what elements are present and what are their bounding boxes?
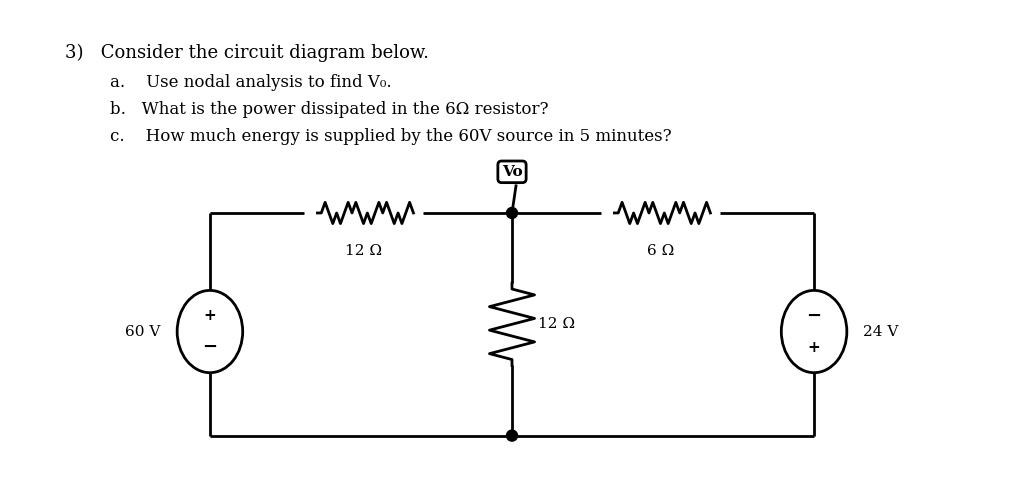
Text: +: + [204, 308, 216, 323]
Text: 12 Ω: 12 Ω [345, 244, 382, 258]
Text: 24 V: 24 V [863, 325, 899, 338]
Text: b.   What is the power dissipated in the 6Ω resistor?: b. What is the power dissipated in the 6… [110, 101, 549, 118]
Text: −: − [807, 307, 821, 325]
Text: c.    How much energy is supplied by the 60V source in 5 minutes?: c. How much energy is supplied by the 60… [110, 128, 672, 145]
Text: −: − [203, 338, 217, 356]
Text: a.    Use nodal analysis to find V₀.: a. Use nodal analysis to find V₀. [110, 74, 391, 91]
Circle shape [507, 208, 517, 218]
Text: Vo: Vo [502, 165, 522, 179]
Ellipse shape [781, 290, 847, 373]
Text: +: + [808, 340, 820, 355]
Text: 60 V: 60 V [125, 325, 161, 338]
Text: 12 Ω: 12 Ω [538, 318, 574, 331]
Text: 3)   Consider the circuit diagram below.: 3) Consider the circuit diagram below. [65, 44, 429, 62]
Text: 6 Ω: 6 Ω [647, 244, 674, 258]
Ellipse shape [177, 290, 243, 373]
Circle shape [507, 430, 517, 441]
